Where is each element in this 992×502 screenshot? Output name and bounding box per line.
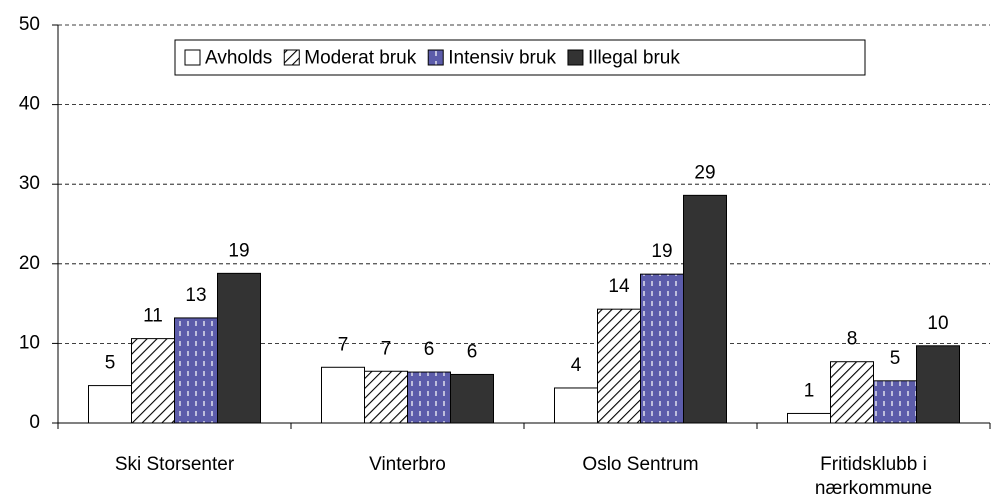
bar [407,371,451,424]
bar [174,317,218,424]
value-label: 6 [467,341,478,362]
value-label: 7 [338,334,349,355]
bar [217,272,261,424]
bar [450,373,494,424]
legend-swatch [283,49,300,66]
bar [597,308,641,424]
value-label: 14 [608,276,630,297]
y-tick-label: 0 [29,412,40,433]
x-tick-label: Vinterbro [369,454,446,475]
value-label: 13 [185,285,206,306]
legend-label: Intensiv bruk [448,48,556,69]
y-tick-label: 40 [19,94,40,115]
legend-swatch [184,49,201,66]
legend-label: Illegal bruk [588,48,680,69]
value-label: 4 [571,355,582,376]
value-label: 11 [143,306,163,327]
y-tick-label: 20 [19,253,40,274]
value-label: 7 [381,338,392,359]
y-tick-label: 30 [19,173,40,194]
value-label: 19 [651,241,672,262]
bar [683,194,727,424]
value-label: 5 [105,353,116,374]
bar [554,387,598,424]
value-label: 1 [804,380,815,401]
legend-swatch [427,49,444,66]
bar [364,370,408,424]
value-label: 29 [694,162,715,183]
x-tick-label: Oslo Sentrum [582,454,698,475]
bar [321,366,365,424]
value-label: 8 [847,329,858,350]
legend-label: Avholds [205,48,272,69]
bar [873,380,917,424]
y-tick-label: 10 [19,332,40,353]
value-label: 10 [927,313,948,334]
x-tick-label: Ski Storsenter [115,454,235,475]
y-tick-label: 50 [19,14,40,35]
value-label: 5 [890,348,901,369]
value-label: 19 [228,240,249,261]
value-label: 6 [424,339,435,360]
bar [131,338,175,424]
x-tick-label: Fritidsklubb i nærkommune [815,454,932,499]
bar [640,273,684,424]
bar [88,385,132,424]
legend-label: Moderat bruk [304,48,416,69]
bar [830,361,874,424]
legend-swatch [567,49,584,66]
bar [916,345,960,424]
bar [787,412,831,424]
